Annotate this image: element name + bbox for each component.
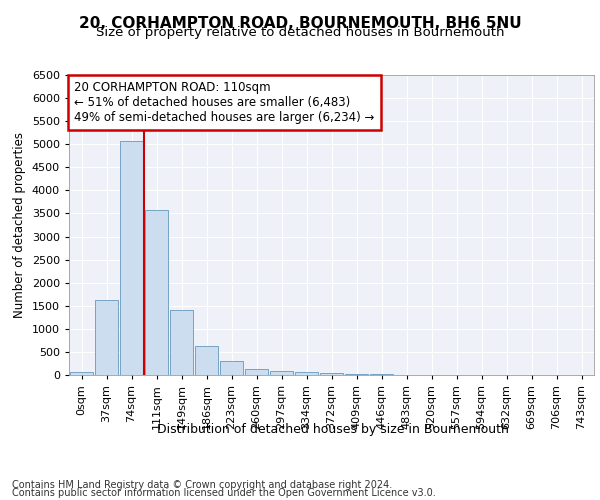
Text: 20, CORHAMPTON ROAD, BOURNEMOUTH, BH6 5NU: 20, CORHAMPTON ROAD, BOURNEMOUTH, BH6 5N… (79, 16, 521, 31)
Text: Size of property relative to detached houses in Bournemouth: Size of property relative to detached ho… (96, 26, 504, 39)
Text: Contains HM Land Registry data © Crown copyright and database right 2024.: Contains HM Land Registry data © Crown c… (12, 480, 392, 490)
Text: Contains public sector information licensed under the Open Government Licence v3: Contains public sector information licen… (12, 488, 436, 498)
Bar (170, 310, 193, 375)
Text: Distribution of detached houses by size in Bournemouth: Distribution of detached houses by size … (157, 422, 509, 436)
Bar (119, 140, 143, 375)
Bar (245, 368, 268, 375)
Bar (70, 372, 94, 375)
Bar (295, 372, 319, 375)
Text: 20 CORHAMPTON ROAD: 110sqm
← 51% of detached houses are smaller (6,483)
49% of s: 20 CORHAMPTON ROAD: 110sqm ← 51% of deta… (74, 81, 374, 124)
Bar (370, 374, 394, 375)
Bar (220, 361, 244, 375)
Bar (320, 373, 343, 375)
Bar (145, 210, 169, 375)
Bar (269, 371, 293, 375)
Bar (194, 346, 218, 375)
Bar (344, 374, 368, 375)
Bar (95, 300, 118, 375)
Y-axis label: Number of detached properties: Number of detached properties (13, 132, 26, 318)
